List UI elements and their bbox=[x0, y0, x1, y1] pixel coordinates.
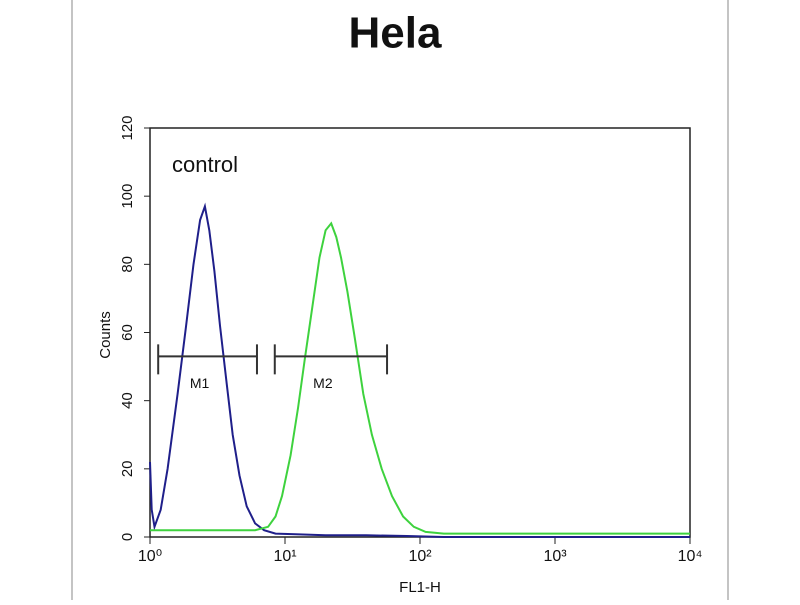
x-tick-label: 10⁴ bbox=[678, 548, 703, 565]
x-tick-label: 10² bbox=[408, 548, 432, 565]
y-tick-label: 80 bbox=[119, 256, 136, 273]
histogram-line bbox=[150, 221, 690, 535]
y-tick-label: 40 bbox=[119, 392, 136, 409]
gate-label: M2 bbox=[313, 375, 333, 391]
y-tick-label: 60 bbox=[119, 324, 136, 341]
histogram-line bbox=[149, 202, 690, 538]
y-axis-label: Counts bbox=[97, 311, 114, 359]
gate-label: M1 bbox=[190, 375, 210, 391]
y-tick-label: 100 bbox=[119, 184, 136, 209]
chart-title: Hela bbox=[349, 9, 442, 58]
x-tick-label: 10³ bbox=[543, 548, 567, 565]
y-tick-label: 120 bbox=[119, 115, 136, 140]
x-axis-label: FL1-H bbox=[399, 579, 441, 596]
x-tick-label: 10¹ bbox=[273, 548, 296, 565]
annotation: control bbox=[172, 152, 238, 177]
y-tick-label: 20 bbox=[119, 460, 136, 477]
y-tick-label: 0 bbox=[119, 533, 136, 541]
x-tick-label: 10⁰ bbox=[138, 548, 162, 565]
